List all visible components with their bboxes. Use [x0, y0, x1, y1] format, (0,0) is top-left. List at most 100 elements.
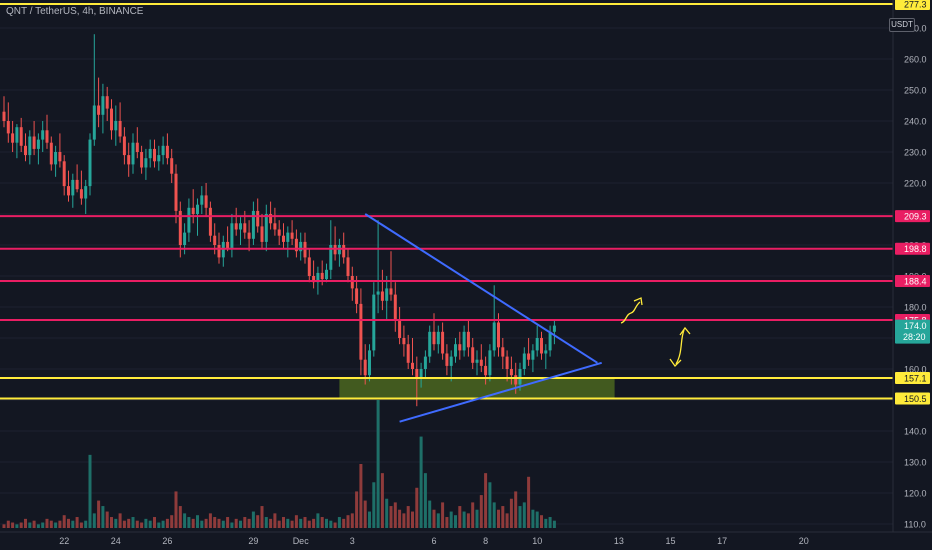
volume-bar: [243, 517, 247, 528]
candle-body: [239, 223, 242, 230]
volume-bar: [303, 517, 307, 528]
candle-body: [49, 142, 53, 165]
candle-body: [36, 139, 40, 149]
candle-body: [428, 331, 432, 357]
volume-bar: [200, 520, 204, 528]
demand-zone: [339, 377, 615, 399]
candle-body: [411, 362, 414, 369]
volume-bar: [393, 502, 397, 528]
volume-bar: [28, 522, 32, 528]
candle-body: [527, 353, 531, 360]
candle-body: [19, 127, 23, 146]
volume-bar: [363, 500, 367, 528]
candle-body: [71, 179, 75, 196]
volume-bar: [406, 506, 410, 528]
candle-body: [531, 350, 535, 360]
volume-bar: [114, 518, 118, 528]
candle-body: [423, 356, 427, 369]
volume-bar: [88, 454, 92, 528]
volume-bar: [105, 511, 109, 528]
volume-bar: [419, 436, 423, 528]
volume-bar: [552, 520, 556, 528]
candle-body: [217, 245, 221, 258]
time-tick-label: 24: [111, 536, 121, 546]
candle-body: [548, 331, 552, 351]
candle-body: [161, 145, 165, 156]
candle-body: [174, 173, 178, 211]
candle-body: [363, 359, 367, 376]
volume-bar: [2, 524, 6, 528]
level-tag-157.1: [895, 371, 930, 384]
candle-body: [58, 152, 62, 162]
price-tick-label: 130.0: [904, 458, 927, 468]
candle-body: [316, 272, 320, 283]
candle-body: [514, 375, 518, 385]
horizontal-levels[interactable]: [0, 3, 893, 400]
candle-body: [385, 288, 389, 301]
volume-bar: [299, 518, 303, 528]
volume-bar: [118, 513, 122, 528]
candle-body: [75, 179, 79, 190]
volume-bar: [92, 513, 96, 528]
volume-bar: [41, 522, 45, 528]
volume-bar: [187, 517, 191, 528]
candle-body: [144, 158, 148, 168]
candle-body: [178, 210, 182, 245]
candle-body: [114, 121, 118, 131]
time-tick-label: 22: [59, 536, 69, 546]
volume-bar: [122, 520, 126, 528]
volume-bar: [436, 513, 440, 528]
candle-body: [105, 96, 109, 109]
candle-body: [260, 226, 264, 242]
level-tag-label: 157.1: [904, 373, 927, 383]
candle-body: [359, 303, 363, 360]
volume-bar: [131, 517, 135, 528]
volume-bar: [411, 511, 414, 528]
level-tag-188.4: [895, 274, 930, 287]
volume-bar: [256, 515, 260, 528]
volume-bar: [385, 498, 389, 528]
volume-bar: [389, 506, 393, 528]
candle-body: [458, 344, 462, 351]
volume-bar: [402, 513, 406, 528]
candle-body: [492, 322, 496, 351]
candlesticks: [2, 34, 556, 407]
level-tag-198.8: [895, 242, 930, 255]
candle-body: [84, 186, 88, 199]
candle-body: [213, 235, 217, 245]
triangle-trendlines[interactable]: [364, 213, 602, 423]
volume-bar: [531, 509, 535, 528]
candle-body: [140, 152, 144, 168]
volume-bar: [479, 495, 483, 528]
candle-body: [101, 96, 105, 115]
volume-bar: [97, 500, 101, 528]
volume-bar: [497, 509, 500, 528]
candle-body: [234, 223, 238, 230]
volume-bar: [484, 473, 488, 528]
price-tick-label: 260.0: [904, 55, 927, 65]
candle-body: [471, 347, 475, 363]
time-axis[interactable]: 22 24 26 29 Dec 3 6 8 10 13 15 17 20: [59, 536, 809, 546]
candle-body: [299, 241, 303, 252]
volume-bar: [294, 515, 298, 528]
volume-bar: [355, 491, 359, 528]
volume-bar: [333, 522, 337, 528]
candle-body: [505, 356, 509, 369]
candle-body: [312, 276, 316, 283]
volume-bar: [174, 491, 178, 528]
volume-bar: [213, 517, 217, 528]
volume-bar: [153, 517, 156, 528]
currency-button[interactable]: USDT: [889, 18, 915, 32]
price-tick-label: 140.0: [904, 427, 927, 437]
candle-body: [535, 338, 539, 351]
candle-body: [54, 152, 58, 165]
volume-bar: [191, 518, 195, 528]
candle-body: [346, 257, 350, 276]
volume-bar: [290, 520, 294, 528]
candle-body: [501, 347, 505, 357]
volume-bar: [423, 473, 427, 528]
candle-body: [165, 145, 169, 159]
volume-bar: [19, 522, 23, 528]
candle-body: [320, 272, 324, 280]
